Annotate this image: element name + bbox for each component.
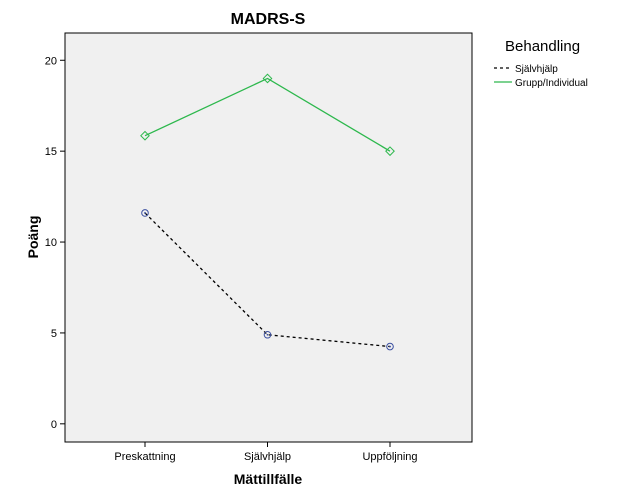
chart-title: MADRS-S — [231, 11, 306, 28]
legend-label: Självhjälp — [515, 64, 558, 75]
legend-label: Grupp/Individual — [515, 78, 588, 89]
y-tick-label: 15 — [45, 146, 57, 158]
data-point — [385, 146, 395, 157]
x-tick-label: Preskattning — [114, 451, 175, 463]
data-point — [263, 330, 272, 339]
y-tick-label: 0 — [51, 419, 57, 431]
data-point — [262, 73, 273, 84]
x-tick-label: Uppföljning — [362, 451, 417, 463]
series-line — [144, 77, 391, 152]
x-tick-label: Självhjälp — [244, 451, 291, 463]
data-point — [386, 342, 394, 351]
legend-title: Behandling — [505, 38, 580, 55]
data-point-center — [266, 333, 269, 336]
legend: Självhjälp Grupp/Individual — [494, 64, 588, 89]
y-tick-label: 20 — [45, 55, 57, 67]
y-tick-label: 10 — [45, 237, 57, 249]
y-tick-label: 5 — [51, 328, 57, 340]
series-line — [144, 212, 391, 348]
data-point — [141, 209, 149, 217]
data-point-center — [389, 345, 391, 348]
data-point-center — [144, 212, 146, 214]
y-axis-title: Poäng — [25, 216, 41, 259]
x-axis-title: Mättillfälle — [234, 471, 303, 487]
plot-area — [64, 32, 473, 443]
data-point — [140, 130, 150, 141]
